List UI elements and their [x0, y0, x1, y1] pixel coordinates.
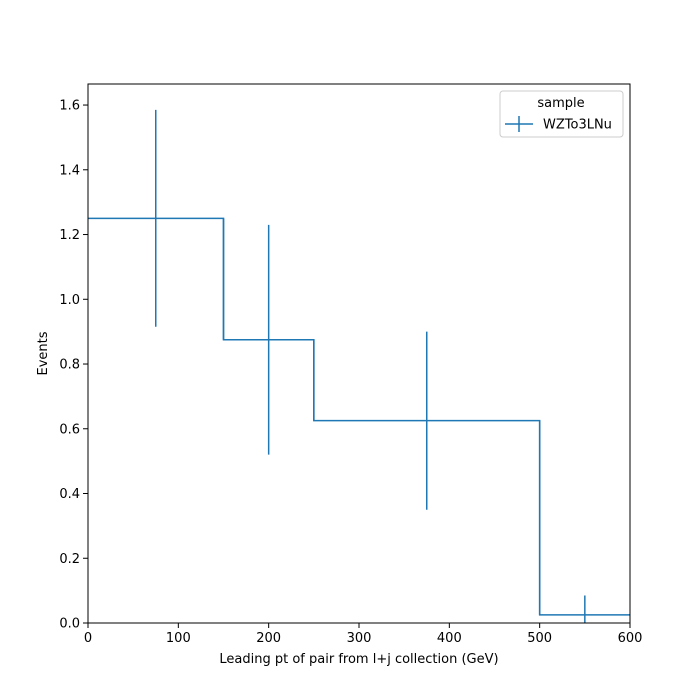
x-tick-label: 300 — [347, 631, 372, 646]
legend-entry-label: WZTo3LNu — [543, 118, 612, 133]
legend-title: sample — [537, 96, 584, 111]
legend: sample WZTo3LNu — [499, 90, 624, 138]
x-tick-label: 500 — [527, 631, 552, 646]
y-tick-label: 1.0 — [59, 293, 80, 308]
y-tick-label: 0.2 — [59, 552, 80, 567]
y-tick-label: 0.0 — [59, 617, 80, 632]
y-axis-label: Events — [36, 331, 51, 375]
y-tick-label: 0.4 — [59, 487, 80, 502]
histogram-step — [88, 217, 630, 616]
y-tick-label: 0.8 — [59, 358, 80, 373]
plot-frame — [87, 83, 631, 624]
legend-box — [499, 90, 624, 138]
y-tick-label: 1.4 — [59, 163, 80, 178]
x-tick-label: 600 — [618, 631, 643, 646]
y-axis: 0.0 0.2 0.4 0.6 0.8 1.0 1.2 1.4 1.6 — [59, 99, 88, 632]
x-tick-label: 200 — [256, 631, 281, 646]
x-tick-label: 400 — [437, 631, 462, 646]
y-tick-label: 1.2 — [59, 228, 80, 243]
x-axis: 0 100 200 300 400 500 600 — [84, 623, 643, 646]
y-tick-label: 0.6 — [59, 422, 80, 437]
y-tick-label: 1.6 — [59, 99, 80, 114]
plot-area — [88, 109, 630, 623]
x-tick-label: 100 — [166, 631, 191, 646]
histogram-step-edges — [222, 218, 541, 615]
x-tick-label: 0 — [84, 631, 92, 646]
x-axis-label: Leading pt of pair from l+j collection (… — [219, 652, 498, 667]
